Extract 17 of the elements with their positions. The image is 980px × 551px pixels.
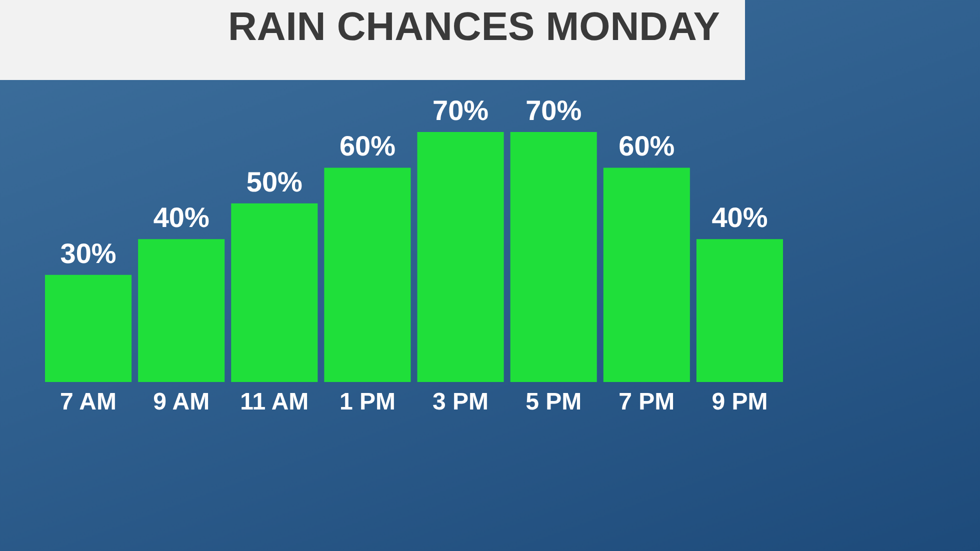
data-label: 40% — [153, 202, 210, 234]
data-label: 30% — [60, 238, 116, 269]
data-label: 70% — [526, 95, 582, 126]
x-tick-label: 1 PM — [339, 388, 396, 416]
data-label: 70% — [432, 95, 489, 126]
x-tick-label: 9 PM — [712, 388, 768, 416]
data-label: 40% — [712, 202, 768, 234]
data-label: 50% — [246, 166, 303, 198]
data-label: 60% — [339, 130, 396, 162]
data-label: 60% — [618, 130, 675, 162]
x-tick-label: 5 PM — [526, 388, 582, 416]
x-tick-label: 7 AM — [60, 388, 116, 416]
x-tick-label: 7 PM — [618, 388, 675, 416]
chart-title: RAIN CHANCES MONDAY — [228, 5, 720, 49]
x-tick-label: 11 AM — [240, 388, 309, 416]
x-tick-label: 3 PM — [432, 388, 489, 416]
x-tick-label: 9 AM — [153, 388, 210, 416]
